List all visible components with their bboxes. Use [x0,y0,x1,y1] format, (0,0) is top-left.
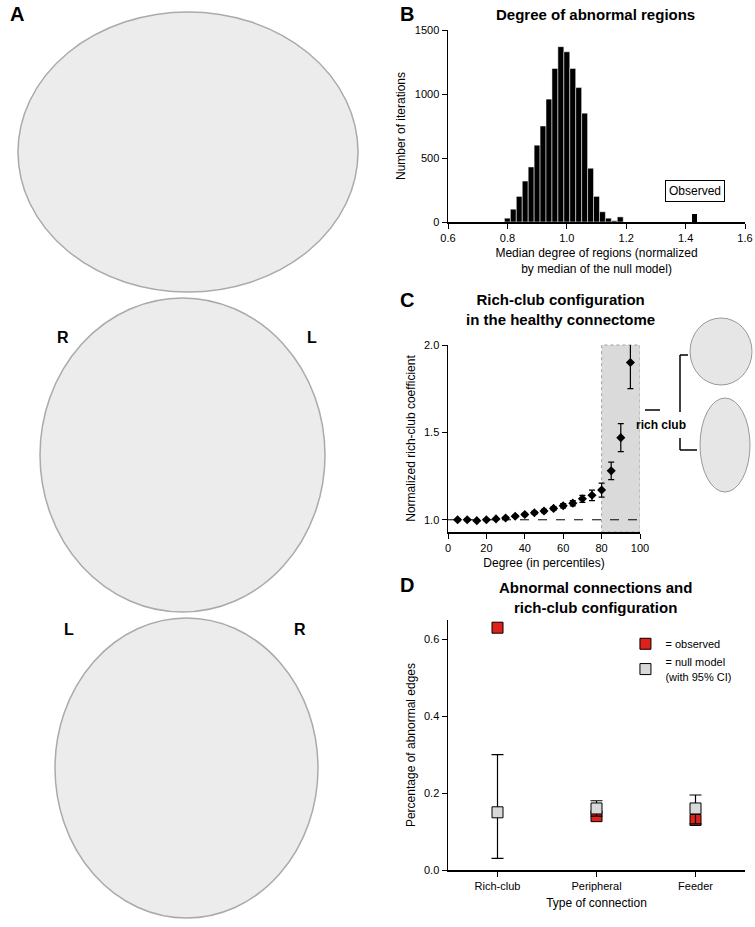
svg-text:R: R [57,329,69,346]
svg-text:1000: 1000 [415,88,439,100]
svg-text:80: 80 [595,542,607,554]
svg-text:Number of iterations: Number of iterations [394,72,408,180]
svg-text:Normalized rich-club coefficie: Normalized rich-club coefficient [404,355,418,522]
svg-text:Degree (in percentiles): Degree (in percentiles) [483,556,604,570]
svg-text:1.5: 1.5 [424,426,439,438]
svg-text:500: 500 [421,152,439,164]
svg-text:Feeder: Feeder [678,880,713,892]
svg-text:2.0: 2.0 [424,339,439,351]
svg-text:C: C [400,289,414,311]
svg-text:Median degree of regions (norm: Median degree of regions (normalizedby m… [495,246,697,276]
svg-text:A: A [10,3,24,25]
svg-text:0.6: 0.6 [440,232,455,244]
svg-text:1.0: 1.0 [424,514,439,526]
svg-text:0: 0 [433,216,439,228]
svg-text:0: 0 [445,542,451,554]
svg-text:= null model(with 95% CI): = null model(with 95% CI) [665,656,731,682]
svg-text:0.2: 0.2 [424,787,439,799]
svg-text:20: 20 [480,542,492,554]
svg-text:Rich-club configurationin the: Rich-club configurationin the healthy co… [466,291,655,328]
svg-text:1500: 1500 [415,24,439,36]
svg-text:Peripheral: Peripheral [571,880,621,892]
svg-text:Degree of abnormal regions: Degree of abnormal regions [496,6,695,23]
svg-text:100: 100 [631,542,649,554]
svg-text:0.8: 0.8 [500,232,515,244]
svg-text:D: D [400,574,414,596]
svg-text:Rich-club: Rich-club [475,880,521,892]
svg-text:= observed: = observed [665,638,720,650]
svg-text:B: B [400,3,414,25]
svg-text:Observed: Observed [669,184,721,198]
svg-text:40: 40 [519,542,531,554]
svg-text:Abnormal connections andrich-c: Abnormal connections andrich-club config… [499,579,692,616]
svg-text:rich club: rich club [636,418,686,432]
svg-text:1.6: 1.6 [737,232,752,244]
svg-text:0.0: 0.0 [424,864,439,876]
svg-text:L: L [307,329,317,346]
svg-text:0.6: 0.6 [424,633,439,645]
svg-text:0.4: 0.4 [424,710,439,722]
svg-text:1.2: 1.2 [619,232,634,244]
svg-text:1.0: 1.0 [559,232,574,244]
svg-text:Type of connection: Type of connection [546,896,647,910]
svg-text:Percentage of abnormal edges: Percentage of abnormal edges [404,663,418,827]
svg-text:1.4: 1.4 [678,232,693,244]
svg-text:R: R [294,621,306,638]
svg-text:L: L [64,621,74,638]
svg-text:60: 60 [557,542,569,554]
